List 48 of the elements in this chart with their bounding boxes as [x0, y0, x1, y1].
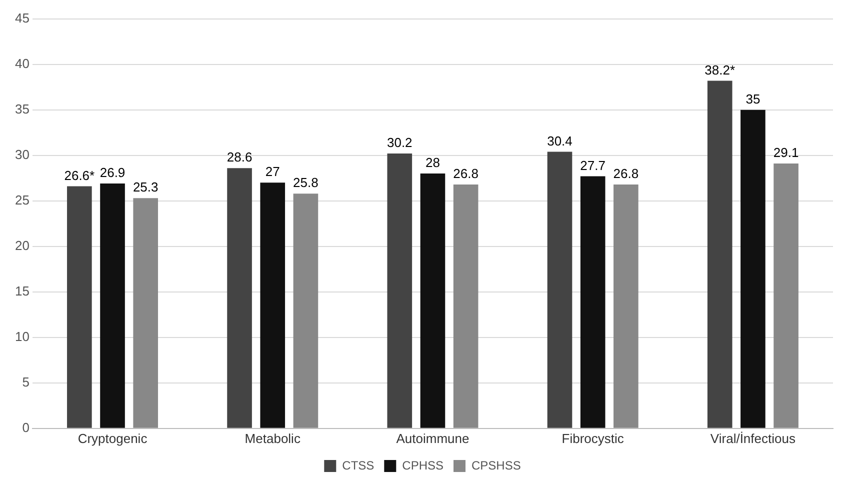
- data-label: 26.9: [100, 165, 126, 180]
- y-tick-label: 0: [22, 420, 30, 435]
- data-label: 30.4: [547, 133, 572, 148]
- legend-label: CPHSS: [402, 458, 444, 472]
- bar: [387, 154, 412, 428]
- x-tick-label: Metabolic: [244, 430, 301, 446]
- data-label: 26.6*: [64, 168, 95, 183]
- data-label: 26.8: [613, 166, 639, 182]
- bar: [420, 174, 446, 428]
- bar: [227, 168, 252, 428]
- data-label: 29.1: [773, 145, 799, 160]
- y-tick-label: 20: [14, 238, 30, 253]
- x-tick-label: Cryptogenic: [78, 430, 148, 446]
- data-label: 27.7: [580, 158, 606, 173]
- data-label: 35: [746, 91, 760, 106]
- data-label: 25.3: [132, 180, 158, 195]
- bar: [100, 184, 125, 428]
- y-tick-label: 5: [22, 374, 30, 390]
- bar: [67, 186, 92, 428]
- legend-label: CTSS: [342, 458, 374, 472]
- bar: [293, 194, 318, 428]
- x-tick-label: Autoimmune: [396, 430, 470, 446]
- y-tick-label: 10: [14, 328, 30, 344]
- y-tick-label: 15: [14, 283, 30, 298]
- bar: [707, 80, 732, 428]
- bar: [547, 152, 572, 428]
- x-tick-label: Fibrocystic: [562, 430, 624, 446]
- y-tick-label: 45: [14, 10, 30, 26]
- data-label: 27: [265, 164, 280, 180]
- data-label: 30.2: [386, 135, 412, 150]
- y-tick-label: 40: [14, 56, 30, 71]
- data-label: 26.8: [453, 166, 478, 182]
- y-tick-label: 35: [14, 101, 30, 116]
- data-label: 25.8: [293, 175, 318, 190]
- data-label: 28.6: [226, 150, 252, 165]
- data-label: 38.2*: [704, 62, 736, 78]
- bar: [580, 176, 606, 428]
- legend-label: CPSHSS: [472, 458, 521, 472]
- bar: [614, 184, 638, 428]
- bar: [260, 182, 286, 428]
- x-tick-label: Viral/İnfectious: [710, 430, 796, 446]
- y-tick-label: 25: [14, 192, 30, 208]
- bar: [740, 110, 766, 428]
- bar: [453, 184, 478, 428]
- bar: [133, 198, 158, 428]
- bar: [774, 164, 798, 428]
- y-tick-label: 30: [14, 146, 30, 162]
- data-label: 28: [425, 155, 440, 170]
